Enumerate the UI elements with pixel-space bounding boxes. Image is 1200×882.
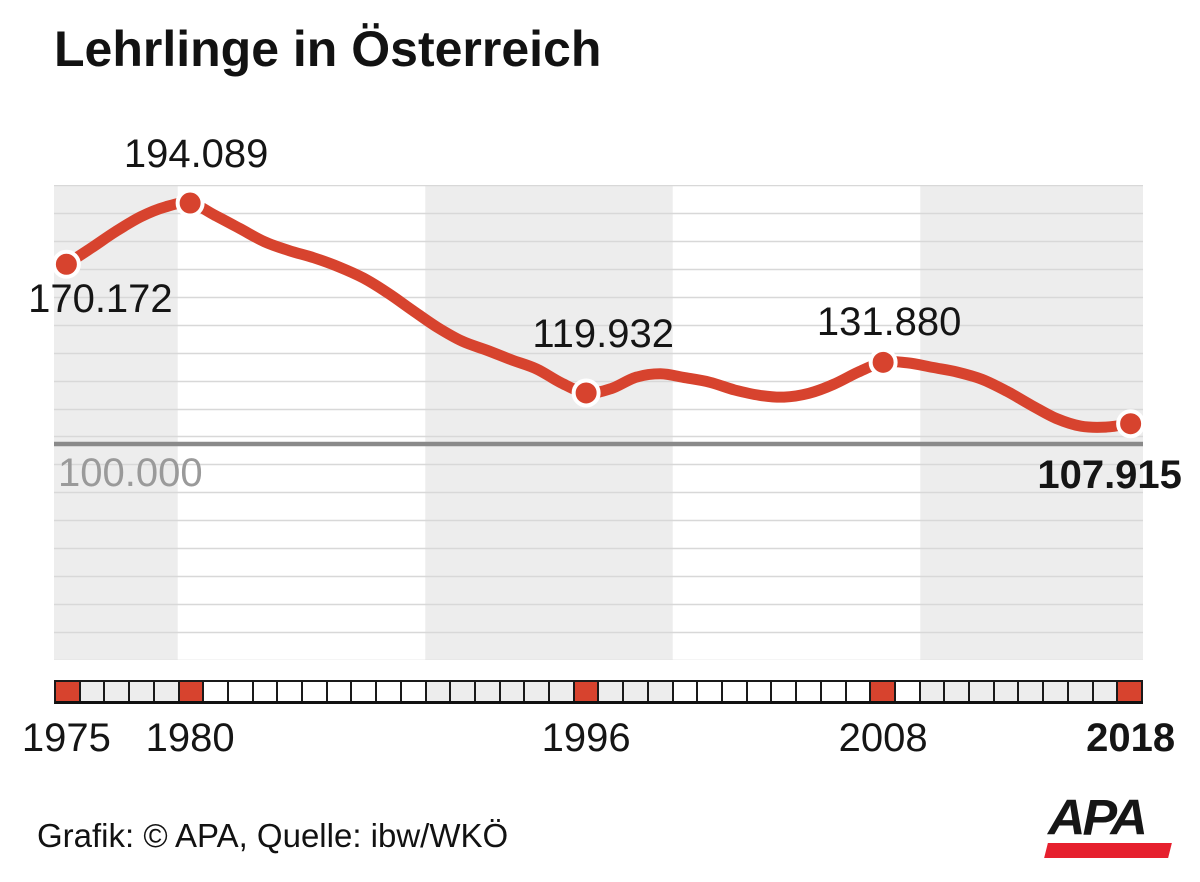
credit-text: Grafik: © APA, Quelle: ibw/WKÖ [37, 817, 509, 854]
value-label-2008: 131.880 [816, 300, 962, 345]
year-cell-2000 [673, 682, 699, 701]
data-point-1996 [571, 378, 601, 408]
data-point-1980 [175, 188, 205, 218]
year-label-1980: 1980 [145, 716, 235, 760]
year-cell-1993 [500, 682, 526, 701]
apa-logo: APA [1042, 789, 1178, 858]
year-cell-2006 [821, 682, 847, 701]
year-label-1996: 1996 [541, 716, 631, 760]
year-cell-2005 [797, 682, 822, 701]
year-cell-1976 [80, 682, 106, 701]
data-point-1975 [54, 249, 81, 279]
year-label-2008: 2008 [838, 716, 928, 760]
baseline-label: 100.000 [58, 451, 203, 495]
year-cell-2012 [970, 682, 995, 701]
year-cell-1975 [56, 682, 81, 701]
year-axis-strip [54, 680, 1143, 704]
year-cell-2016 [1068, 682, 1094, 701]
chart-title: Lehrlinge in Österreich [54, 21, 602, 77]
year-cell-1992 [475, 682, 501, 701]
value-label-2018: 107.915 [1037, 452, 1182, 497]
year-cell-2014 [1019, 682, 1045, 701]
year-label-1975: 1975 [21, 716, 111, 760]
year-cell-1985 [303, 682, 328, 701]
year-cell-1989 [401, 682, 427, 701]
year-cell-2011 [945, 682, 971, 701]
year-cell-1981 [204, 682, 229, 701]
year-cell-2007 [846, 682, 872, 701]
value-label-1996: 119.932 [532, 311, 674, 356]
year-cell-2003 [747, 682, 773, 701]
year-cell-2001 [698, 682, 723, 701]
year-cell-1998 [624, 682, 649, 701]
year-cell-1988 [377, 682, 402, 701]
year-cell-1995 [550, 682, 575, 701]
year-cell-2013 [994, 682, 1020, 701]
year-cell-1980 [179, 682, 205, 701]
year-label-2018: 2018 [1086, 716, 1176, 760]
year-cell-1982 [228, 682, 254, 701]
line-chart-svg [54, 185, 1143, 660]
year-cell-1979 [154, 682, 180, 701]
year-cell-1999 [648, 682, 674, 701]
year-cell-2015 [1044, 682, 1069, 701]
plot-area [54, 185, 1143, 660]
value-label-1975: 170.172 [28, 277, 173, 322]
decade-band [425, 185, 673, 660]
data-point-2008 [868, 347, 898, 377]
data-point-2018 [1116, 409, 1143, 439]
year-cell-1986 [327, 682, 353, 701]
year-cell-2017 [1093, 682, 1119, 701]
year-cell-2009 [895, 682, 921, 701]
year-cell-1994 [525, 682, 551, 701]
year-cell-1984 [278, 682, 304, 701]
year-cell-2008 [871, 682, 896, 701]
year-cell-2010 [920, 682, 946, 701]
year-cell-2018 [1118, 682, 1143, 701]
year-cell-1987 [352, 682, 378, 701]
year-cell-1991 [451, 682, 476, 701]
value-label-1980: 194.089 [123, 132, 269, 177]
apa-logo-red-bar [1044, 842, 1172, 858]
year-cell-1997 [599, 682, 625, 701]
year-cell-2002 [722, 682, 748, 701]
apa-logo-text: APA [1048, 789, 1148, 847]
year-cell-1977 [105, 682, 131, 701]
year-cell-1983 [253, 682, 279, 701]
year-cell-1990 [426, 682, 452, 701]
year-cell-1996 [574, 682, 600, 701]
year-cell-1978 [130, 682, 155, 701]
year-cell-2004 [772, 682, 798, 701]
